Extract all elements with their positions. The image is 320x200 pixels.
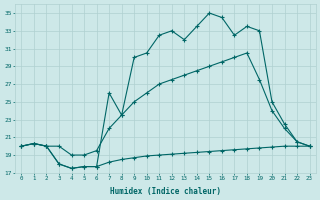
X-axis label: Humidex (Indice chaleur): Humidex (Indice chaleur) [110, 187, 221, 196]
